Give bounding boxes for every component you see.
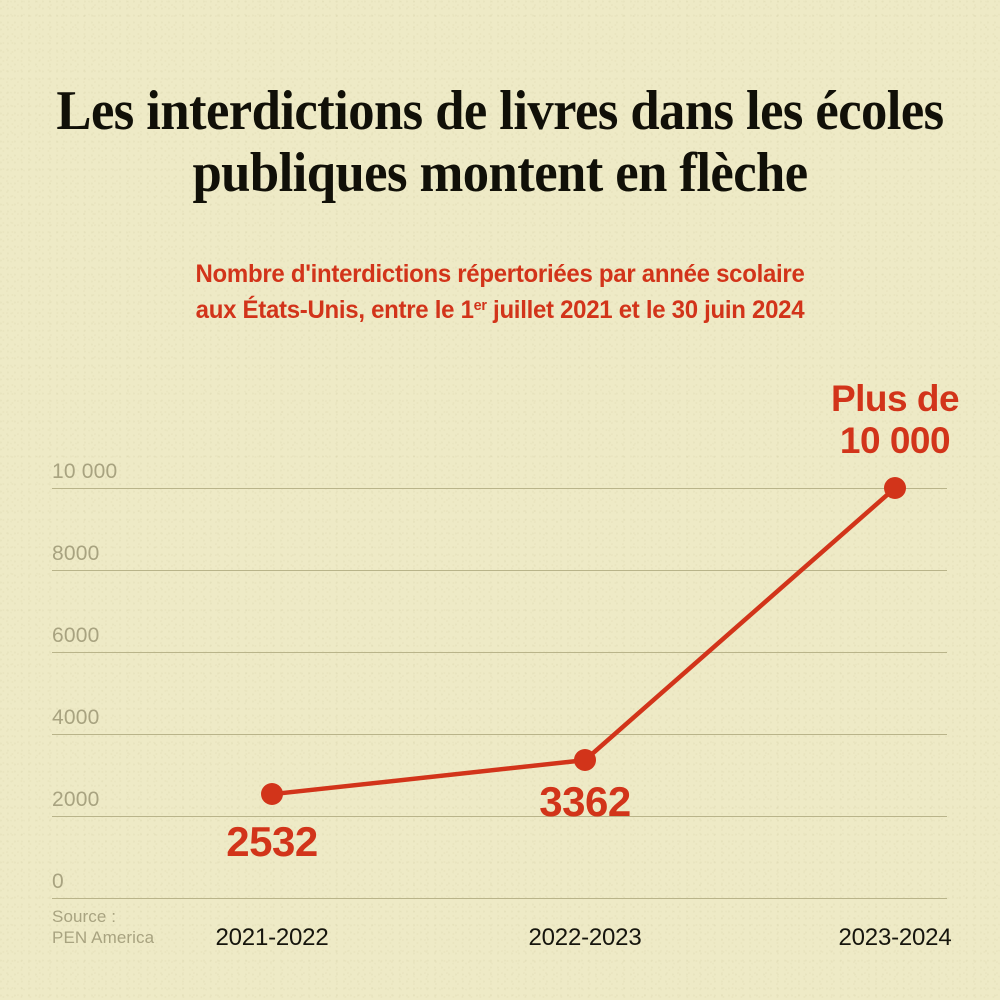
gridline (52, 570, 947, 571)
gridline (52, 488, 947, 489)
gridline (52, 734, 947, 735)
data-point-label-line: 2532 (226, 818, 318, 866)
data-point-dot[interactable] (574, 749, 596, 772)
y-axis-tick-label: 0 (52, 870, 64, 893)
chart-subtitle-line-1: Nombre d'interdictions répertoriées par … (195, 260, 805, 288)
subtitle-pre: aux États-Unis, entre le 1 (195, 296, 474, 324)
x-axis-tick-label: 2022-2023 (528, 924, 642, 951)
data-point-dot[interactable] (884, 477, 906, 499)
gridline (52, 816, 947, 817)
data-point-label: 2532 (226, 818, 318, 866)
gridline (52, 652, 947, 653)
x-axis-tick-label: 2021-2022 (215, 924, 329, 951)
source-note: Source : PEN America (52, 906, 154, 948)
y-axis-tick-label: 10 000 (52, 460, 118, 483)
subtitle-ordinal-suffix: er (473, 297, 487, 314)
data-point-label-line: 10 000 (839, 420, 951, 461)
x-axis-tick-label: 2023-2024 (838, 924, 952, 951)
y-axis-tick-label: 2000 (52, 788, 100, 811)
chart-subtitle: Nombre d'interdictions répertoriées par … (20, 258, 980, 326)
y-axis-tick-label: 8000 (52, 542, 100, 565)
data-point-dot[interactable] (261, 783, 283, 806)
y-axis-tick-label: 4000 (52, 706, 100, 729)
data-point-label-line: Plus de (830, 378, 960, 419)
source-label: Source : (52, 907, 117, 926)
data-point-label-line: 3362 (539, 778, 631, 826)
subtitle-post: juillet 2021 et le 30 juin 2024 (486, 296, 805, 324)
data-point-label: Plus de 10 000 (830, 378, 960, 462)
page-title: Les interdictions de livres dans les éco… (56, 79, 944, 204)
chart-subtitle-line-2: aux États-Unis, entre le 1er juillet 202… (20, 290, 980, 326)
gridline (52, 898, 947, 899)
data-point-label: 3362 (539, 778, 631, 826)
y-axis-tick-label: 6000 (52, 624, 100, 647)
source-name: PEN America (52, 928, 155, 947)
